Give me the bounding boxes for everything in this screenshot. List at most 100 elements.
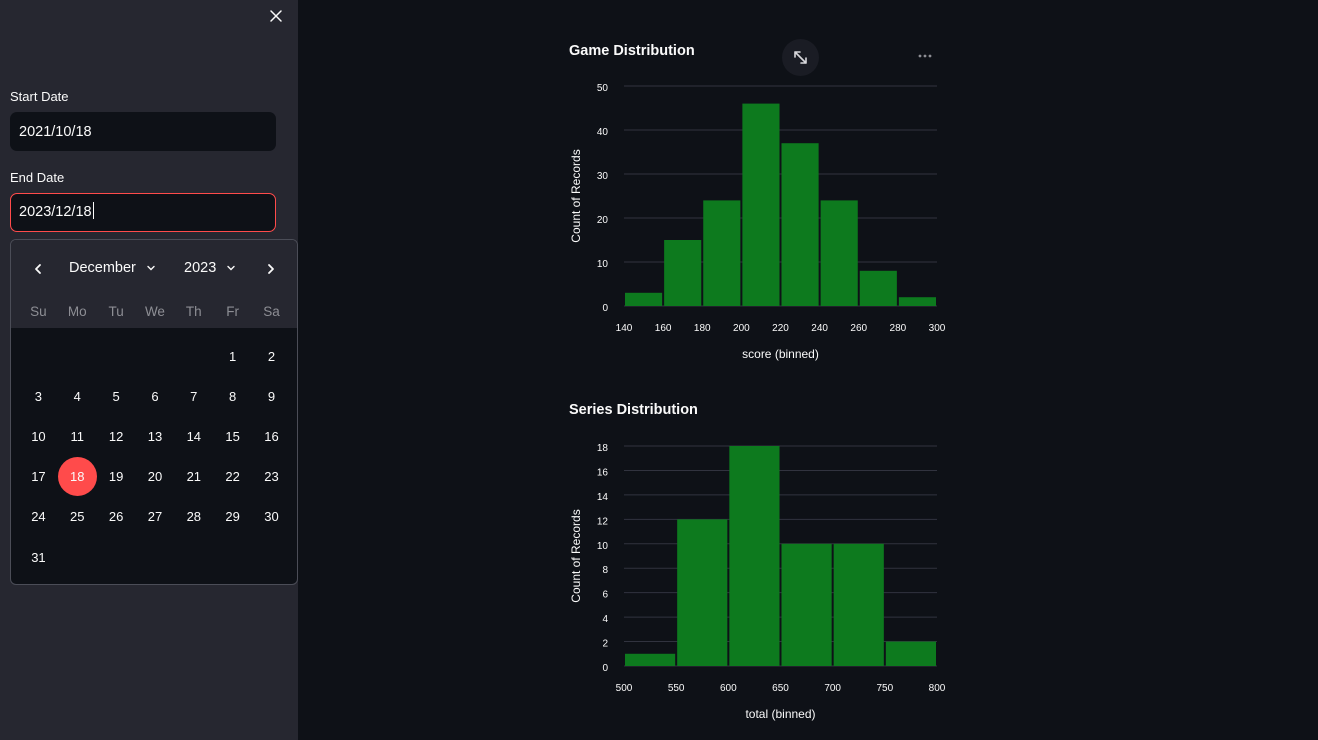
calendar-day[interactable]: 6	[136, 376, 175, 416]
calendar-day-number: 30	[264, 509, 279, 525]
y-tick-label: 30	[597, 171, 609, 182]
weekday-label: Th	[185, 304, 202, 319]
series-distribution-chart: 0 2 4 6 8 10 12 14 16 18 500 550 600 650 700 750 800 tota…	[569, 443, 946, 721]
y-tick-label: 8	[602, 565, 608, 576]
y-tick-label: 18	[597, 443, 609, 454]
weekday-label: Tu	[108, 304, 124, 319]
y-tick-label: 16	[597, 467, 609, 478]
calendar-day-number: 14	[186, 428, 202, 444]
y-tick-label: 0	[602, 303, 608, 314]
calendar-day[interactable]: 27	[136, 497, 175, 537]
y-tick-label: 10	[597, 541, 609, 552]
histogram-bar	[781, 543, 832, 666]
calendar-day[interactable]: 9	[252, 376, 291, 416]
calendar-empty-cell	[174, 537, 213, 577]
histogram-bar	[859, 270, 897, 306]
next-month-button[interactable]	[261, 258, 281, 280]
calendar-day[interactable]: 30	[252, 497, 291, 537]
x-tick-label: 220	[772, 323, 789, 334]
calendar-day[interactable]: 28	[174, 497, 213, 537]
calendar-day[interactable]: 1	[213, 336, 252, 376]
calendar-day[interactable]: 10	[19, 416, 58, 456]
calendar-day-number: 21	[186, 469, 202, 485]
calendar-day[interactable]: 7	[174, 376, 213, 416]
calendar-day-number: 11	[70, 428, 85, 444]
calendar-empty-cell	[97, 336, 136, 376]
series-distribution-title: Series Distribution	[569, 402, 698, 418]
x-tick-label: 600	[720, 683, 737, 694]
calendar-day[interactable]: 17	[19, 457, 58, 497]
calendar-empty-cell	[213, 537, 252, 577]
calendar-day[interactable]: 25	[58, 497, 97, 537]
calendar-day[interactable]: 2	[252, 336, 291, 376]
calendar-day-number: 13	[147, 428, 163, 444]
calendar-day-number: 31	[31, 549, 46, 565]
calendar-day-number: 28	[186, 509, 202, 525]
fullscreen-button[interactable]	[782, 39, 819, 76]
date-picker-calendar: December 2023 Su Mo Tu We Th Fr Sa 1 2 3 4 5 6 7 8 9 10…	[10, 239, 298, 585]
more-horizontal-icon	[918, 54, 932, 58]
calendar-day-number: 20	[147, 469, 163, 485]
year-select[interactable]: 2023	[184, 260, 236, 276]
histogram-bar	[703, 200, 741, 306]
calendar-day-selected[interactable]: 18	[57, 456, 97, 497]
calendar-day[interactable]: 20	[136, 457, 175, 497]
y-tick-label: 14	[597, 492, 609, 503]
calendar-empty-cell	[19, 336, 58, 376]
calendar-day[interactable]: 24	[19, 497, 58, 537]
year-value: 2023	[184, 260, 217, 276]
calendar-day[interactable]: 3	[19, 376, 58, 416]
x-tick-label: 300	[929, 323, 946, 334]
calendar-day[interactable]: 4	[58, 376, 97, 416]
calendar-empty-cell	[136, 336, 175, 376]
calendar-day[interactable]: 26	[97, 497, 136, 537]
calendar-day-number: 18	[70, 469, 85, 485]
more-options-button[interactable]	[913, 46, 937, 66]
calendar-day-number: 26	[108, 509, 124, 525]
calendar-day-number: 24	[31, 509, 46, 525]
calendar-day[interactable]: 29	[213, 497, 252, 537]
close-sidebar-button[interactable]	[266, 6, 286, 26]
month-value: December	[69, 260, 136, 276]
weekday-header: Su Mo Tu We Th Fr Sa	[19, 304, 291, 319]
calendar-day[interactable]: 13	[136, 416, 175, 456]
y-axis-title: Count of Records	[569, 149, 583, 242]
calendar-day[interactable]: 11	[58, 416, 97, 456]
start-date-input[interactable]: 2021/10/18	[10, 112, 276, 151]
calendar-day[interactable]: 5	[97, 376, 136, 416]
histogram-bar	[677, 519, 728, 666]
x-tick-label: 750	[876, 683, 893, 694]
end-date-input[interactable]: 2023/12/18	[10, 193, 276, 232]
calendar-day-number: 15	[225, 428, 240, 444]
calendar-empty-cell	[252, 537, 291, 577]
calendar-day-number: 25	[70, 509, 85, 525]
calendar-day[interactable]: 8	[213, 376, 252, 416]
y-tick-label: 4	[602, 614, 608, 625]
calendar-day[interactable]: 12	[97, 416, 136, 456]
histogram-bar	[729, 446, 780, 666]
calendar-day[interactable]: 31	[19, 537, 58, 577]
previous-month-button[interactable]	[28, 258, 48, 280]
calendar-day[interactable]: 16	[252, 416, 291, 456]
y-tick-label: 40	[597, 127, 609, 138]
calendar-day[interactable]: 22	[213, 457, 252, 497]
calendar-day[interactable]: 14	[174, 416, 213, 456]
calendar-day-number: 4	[73, 388, 81, 404]
month-select[interactable]: December	[69, 260, 156, 276]
calendar-day-number: 27	[147, 509, 163, 525]
calendar-day[interactable]: 23	[252, 457, 291, 497]
calendar-header	[11, 240, 297, 328]
calendar-day[interactable]: 21	[174, 457, 213, 497]
weekday-label: Mo	[67, 304, 87, 319]
calendar-day-number: 19	[108, 469, 124, 485]
expand-icon	[794, 51, 807, 64]
x-tick-label: 650	[772, 683, 789, 694]
calendar-empty-cell	[136, 537, 175, 577]
calendar-day-number: 10	[31, 428, 46, 444]
calendar-day-number: 22	[225, 469, 240, 485]
calendar-day[interactable]: 15	[213, 416, 252, 456]
calendar-day[interactable]: 19	[97, 457, 136, 497]
calendar-week-row: 31	[19, 537, 291, 577]
histogram-bar	[625, 653, 676, 666]
x-axis-title: total (binned)	[745, 707, 815, 721]
